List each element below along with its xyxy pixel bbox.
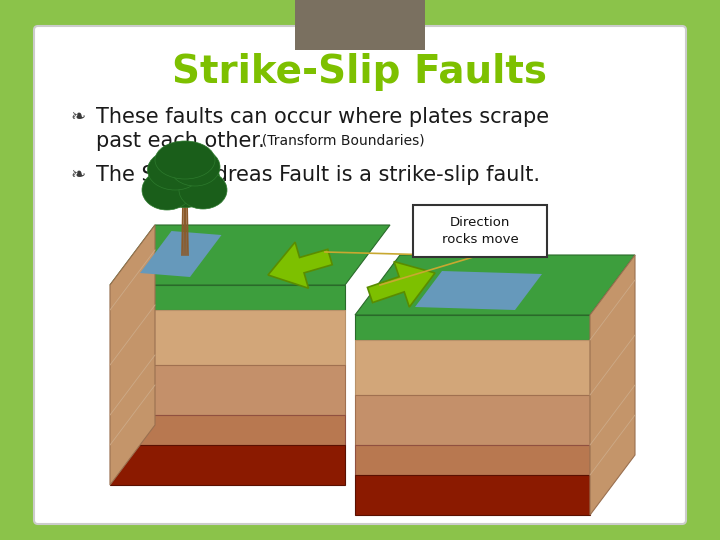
Text: past each other.: past each other. <box>96 131 265 151</box>
Ellipse shape <box>148 150 202 190</box>
Polygon shape <box>355 475 590 515</box>
Polygon shape <box>415 271 542 310</box>
Ellipse shape <box>150 152 220 207</box>
Ellipse shape <box>179 171 227 209</box>
Polygon shape <box>140 231 222 277</box>
Text: ❧: ❧ <box>71 166 86 184</box>
Polygon shape <box>110 445 345 485</box>
FancyBboxPatch shape <box>34 26 686 524</box>
Polygon shape <box>110 365 345 415</box>
Polygon shape <box>355 395 590 445</box>
Text: ❧: ❧ <box>71 108 86 126</box>
Polygon shape <box>355 255 635 315</box>
Polygon shape <box>590 255 635 515</box>
Ellipse shape <box>142 170 192 210</box>
Polygon shape <box>110 225 390 285</box>
Text: These faults can occur where plates scrape: These faults can occur where plates scra… <box>96 107 549 127</box>
Polygon shape <box>355 315 590 340</box>
Text: The San Andreas Fault is a strike-slip fault.: The San Andreas Fault is a strike-slip f… <box>96 165 540 185</box>
Ellipse shape <box>170 148 220 186</box>
Polygon shape <box>110 310 345 365</box>
Polygon shape <box>355 340 590 395</box>
Text: Strike-Slip Faults: Strike-Slip Faults <box>173 53 547 91</box>
Text: (Transform Boundaries): (Transform Boundaries) <box>253 134 425 148</box>
Polygon shape <box>355 445 590 475</box>
Text: Direction
rocks move: Direction rocks move <box>441 216 518 246</box>
Ellipse shape <box>155 141 215 179</box>
Bar <box>295 0 425 50</box>
Polygon shape <box>367 261 435 307</box>
FancyBboxPatch shape <box>413 205 547 257</box>
Polygon shape <box>268 242 332 288</box>
Polygon shape <box>110 285 345 310</box>
Polygon shape <box>110 225 155 485</box>
Polygon shape <box>110 415 345 445</box>
